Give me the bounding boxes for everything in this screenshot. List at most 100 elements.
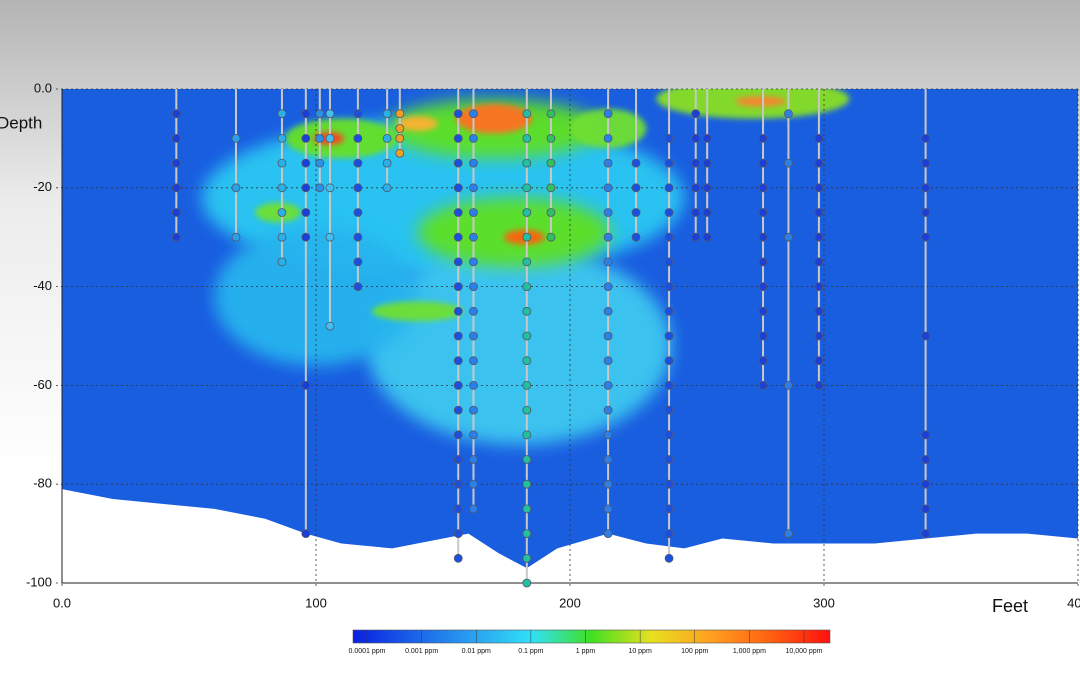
sample [758,208,768,217]
y-axis-label: Depth [0,113,42,132]
sample [664,455,674,464]
sample [315,183,325,193]
sample [522,133,532,143]
sample [231,232,241,242]
sample [301,183,311,193]
sample [453,158,463,168]
sample [921,455,930,464]
sample [301,158,311,168]
sample [453,331,463,341]
colorbar-label: 0.0001 ppm [349,648,386,655]
sample [277,183,287,193]
sample [664,405,674,415]
sample [277,257,287,267]
sample [277,232,287,242]
sample [301,380,311,390]
sample [603,380,613,390]
colorbar-label: 100 ppm [681,648,708,655]
sample [546,208,556,217]
sample [469,504,478,514]
sample [382,158,392,168]
sample [469,257,478,267]
sample [469,455,478,464]
sample [453,529,463,538]
sample [231,133,241,143]
sample [921,331,930,341]
y-tick-label: -20 [33,179,52,194]
sample [522,479,532,489]
sample [453,208,463,217]
sample [784,529,793,538]
sample [171,208,181,217]
sample [353,158,363,168]
sample [631,208,641,217]
sample [325,133,335,143]
sample [325,321,335,331]
sample [277,109,287,119]
sample [301,232,311,242]
sample [325,183,335,193]
concentration-zone [397,116,438,131]
sample [784,380,793,390]
sample [758,133,768,143]
sample [691,133,701,143]
concentration-zone [366,247,672,445]
sample [277,208,287,217]
concentration-zone [455,103,532,134]
sample [453,133,463,143]
sample [469,133,478,143]
sample [395,133,405,143]
sample [814,257,824,267]
sample [395,109,405,119]
sample [814,380,824,390]
sample [522,553,532,563]
sample [353,183,363,193]
sample [171,232,181,242]
concentration-zone [371,301,464,322]
sample [664,208,674,217]
sample [353,282,363,292]
sample [603,504,613,514]
sample [702,158,712,168]
sample [814,183,824,193]
sample [603,158,613,168]
sample [171,133,181,143]
overlay: 0.0 100 200 300 400 0.0 -20 -40 -60 -80 -100 0.0001… [26,80,1080,654]
x-tick-label: 300 [813,595,835,610]
sample [469,331,478,341]
sample [631,183,641,193]
sample [921,133,930,143]
colorbar [352,629,831,644]
sample [453,183,463,193]
sample [453,455,463,464]
sample [664,183,674,193]
colorbar-label: 0.001 ppm [405,648,438,655]
sample [522,380,532,390]
sample [758,380,768,390]
sample [664,306,674,316]
y-tick-label: -60 [33,377,52,392]
sample [691,232,701,242]
sample [469,183,478,193]
sample [522,109,532,119]
sample [469,479,478,489]
sample [522,504,532,514]
sample [453,257,463,267]
sample [469,356,478,366]
sample [453,306,463,316]
sample [603,306,613,316]
sample [814,282,824,292]
sample [453,109,463,119]
sample [603,356,613,366]
sample [814,133,824,143]
sample [277,133,287,143]
sample [353,232,363,242]
sample [921,208,930,217]
sample [171,109,181,119]
sample [453,282,463,292]
sample [603,455,613,464]
sample [603,479,613,489]
sample [522,282,532,292]
sample [546,183,556,193]
sample [453,430,463,440]
